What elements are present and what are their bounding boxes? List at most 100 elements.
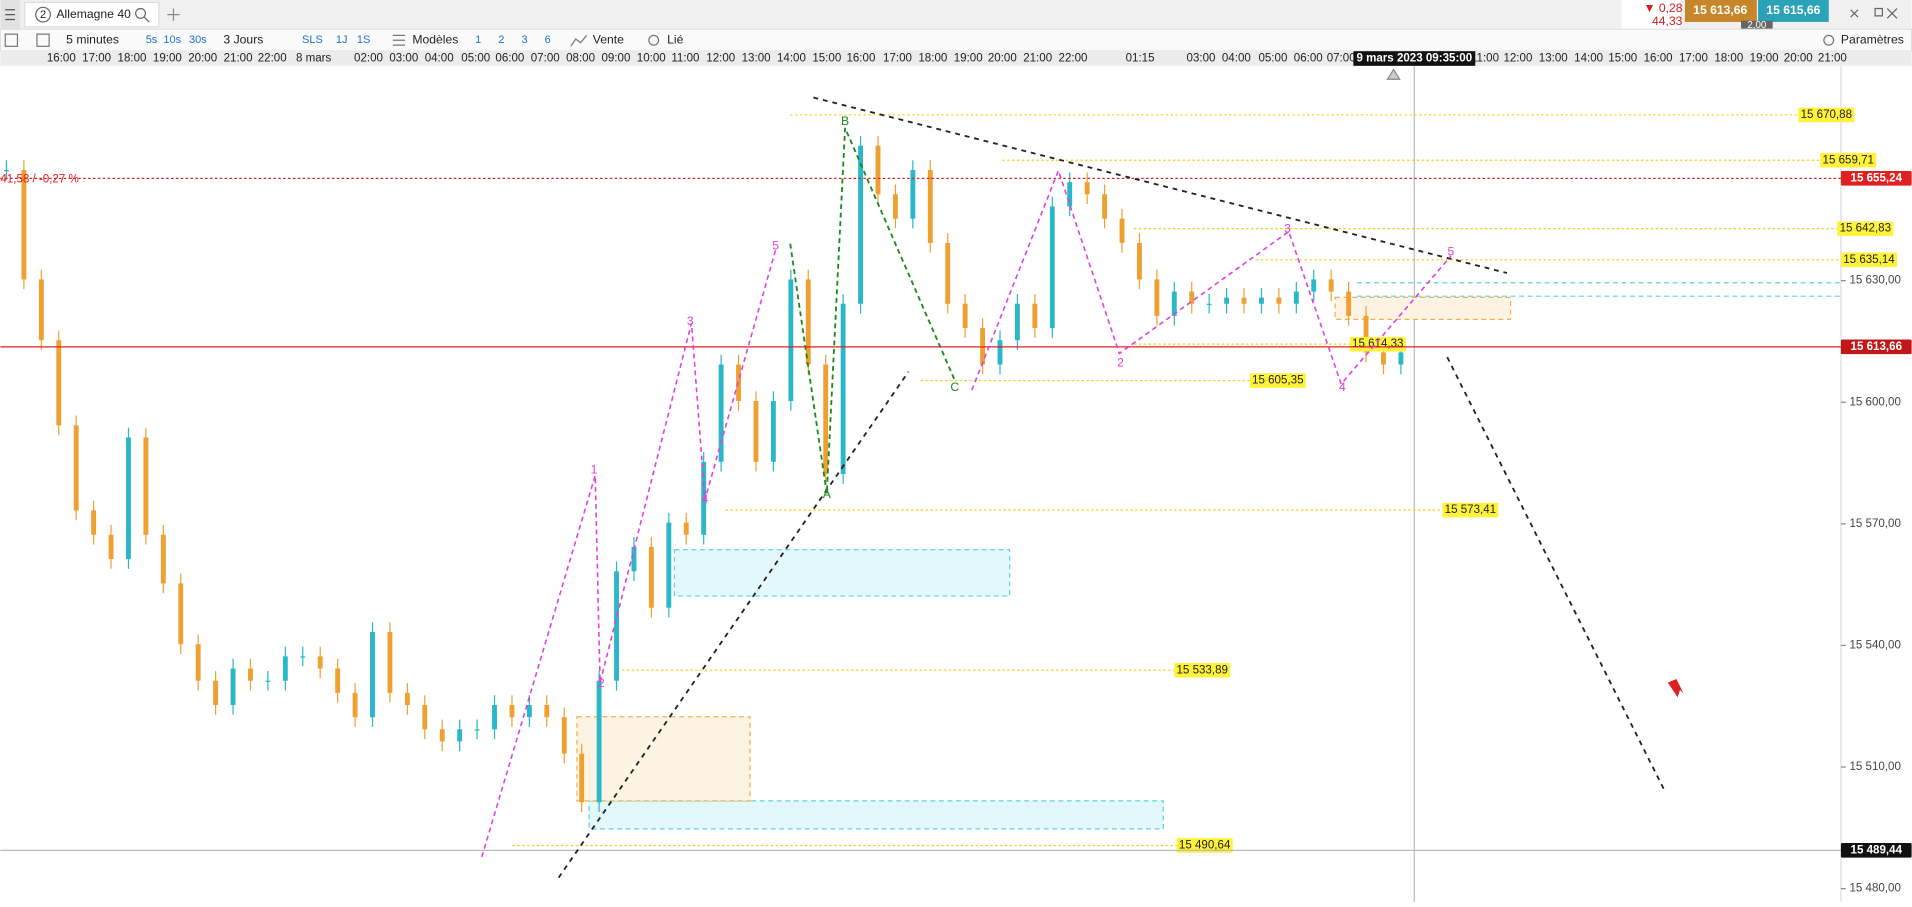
candle bbox=[718, 364, 724, 462]
models[interactable]: Modèles bbox=[412, 32, 458, 46]
candle bbox=[126, 437, 131, 560]
candle bbox=[892, 194, 898, 219]
level-label-box bbox=[1349, 336, 1406, 352]
level-label-box bbox=[1840, 252, 1898, 268]
list-icon[interactable] bbox=[4, 33, 19, 47]
candle bbox=[631, 546, 637, 572]
candle bbox=[1363, 315, 1369, 353]
cursor-time-box bbox=[1353, 51, 1476, 66]
level-label: 15 605,35 bbox=[1252, 375, 1303, 387]
level-label: 15 613,66 bbox=[1851, 341, 1903, 353]
level-label-box bbox=[1840, 339, 1912, 355]
level-label-box bbox=[1174, 662, 1231, 678]
window-controls[interactable] bbox=[1850, 7, 1898, 19]
layout-icon[interactable] bbox=[36, 33, 50, 47]
settings[interactable]: Paramètres bbox=[1841, 32, 1904, 46]
time-label: 16:00 bbox=[846, 53, 875, 65]
instrument-name: Allemagne 40 bbox=[56, 7, 131, 21]
time-label: 10:00 bbox=[637, 53, 666, 65]
toolbar-button[interactable]: 3 bbox=[521, 34, 527, 46]
candle bbox=[1084, 182, 1090, 195]
sell-button[interactable] bbox=[1684, 0, 1757, 22]
plot-area: 15 480,00 15 510,00 15 540,00 15 570,00 15 6… bbox=[0, 65, 1912, 902]
corrective-wave bbox=[789, 127, 956, 494]
price-tick-label: 15 480,00 bbox=[1849, 883, 1900, 895]
candle bbox=[770, 401, 776, 462]
candle bbox=[422, 705, 428, 730]
level-label: 15 635,14 bbox=[1843, 254, 1895, 266]
candle bbox=[370, 632, 375, 718]
trade-icon bbox=[570, 34, 588, 47]
candle bbox=[73, 425, 79, 511]
period[interactable]: 3 Jours bbox=[223, 32, 263, 46]
down-arrow bbox=[1667, 678, 1684, 698]
tab-circle bbox=[35, 6, 51, 23]
candle bbox=[160, 534, 166, 584]
menu-icon bbox=[5, 9, 15, 21]
bid-price: 15 613,66 bbox=[1693, 3, 1747, 17]
level-label-box bbox=[1840, 171, 1912, 186]
candle bbox=[404, 692, 410, 706]
zone-lines bbox=[1357, 282, 1841, 297]
candle bbox=[492, 705, 497, 730]
zone-box bbox=[588, 800, 1164, 830]
toolbar-button[interactable]: 5s bbox=[146, 34, 158, 46]
toolbar-button[interactable]: 1J bbox=[336, 34, 348, 46]
trend-lines bbox=[557, 96, 1667, 879]
candle bbox=[1276, 297, 1282, 304]
price-tick-label: 15 600,00 bbox=[1849, 396, 1900, 408]
models-icon bbox=[392, 34, 406, 46]
time-label: 22:00 bbox=[1059, 53, 1088, 65]
wave-label: 4 bbox=[702, 492, 709, 506]
toolbar-button[interactable]: 10s bbox=[163, 34, 181, 46]
level-label-box bbox=[1249, 373, 1306, 388]
candle bbox=[21, 169, 27, 280]
candle bbox=[753, 401, 759, 462]
link-icon bbox=[648, 34, 660, 46]
instrument-tab[interactable] bbox=[24, 1, 160, 28]
candle bbox=[282, 656, 288, 681]
change-pts: 44,33 bbox=[1652, 14, 1683, 28]
toolbar-button[interactable]: 1S bbox=[357, 34, 370, 46]
time-label: 03:00 bbox=[1187, 53, 1216, 65]
search-icon[interactable] bbox=[135, 7, 147, 19]
candle bbox=[143, 437, 149, 535]
wave-label: 2 bbox=[1117, 355, 1124, 369]
interval[interactable]: 5 minutes bbox=[66, 32, 119, 46]
toolbar-button[interactable]: 2 bbox=[498, 34, 504, 46]
toolbar-button[interactable]: 1 bbox=[475, 34, 481, 46]
time-label: 18:00 bbox=[918, 53, 947, 65]
time-label: 15:00 bbox=[812, 53, 841, 65]
candle bbox=[300, 656, 306, 658]
toolbar-button[interactable]: 6 bbox=[545, 34, 551, 46]
toolbar-button[interactable]: SLS bbox=[302, 34, 323, 46]
candle bbox=[178, 583, 184, 645]
zone-box bbox=[673, 549, 1011, 597]
level-label: 15 489,44 bbox=[1851, 844, 1903, 856]
candle bbox=[544, 705, 550, 718]
level-label: 15 642,83 bbox=[1840, 223, 1891, 235]
toolbar-button[interactable]: 30s bbox=[189, 34, 207, 46]
candle bbox=[1189, 291, 1195, 304]
candle bbox=[108, 534, 114, 560]
buy-button[interactable] bbox=[1758, 0, 1829, 22]
candle bbox=[1328, 279, 1334, 292]
wave-label: 3 bbox=[1284, 221, 1291, 235]
candle bbox=[352, 692, 358, 718]
time-label: 21:00 bbox=[1023, 53, 1052, 65]
candle bbox=[1137, 242, 1142, 280]
add-tab[interactable] bbox=[167, 8, 180, 21]
zone-box bbox=[576, 716, 751, 802]
candle bbox=[1398, 352, 1404, 365]
candle bbox=[457, 729, 463, 742]
link[interactable]: Lié bbox=[667, 32, 683, 46]
level-label: 15 614,33 bbox=[1352, 338, 1403, 350]
candle bbox=[387, 632, 393, 693]
reference-change: 41,58 / -0,27 % bbox=[0, 174, 78, 186]
level-label: 15 659,71 bbox=[1823, 154, 1874, 166]
candle bbox=[56, 340, 62, 426]
wave-label: 1 bbox=[591, 463, 598, 477]
trade[interactable]: Vente bbox=[593, 32, 624, 46]
price-tick-label: 15 540,00 bbox=[1849, 639, 1900, 651]
